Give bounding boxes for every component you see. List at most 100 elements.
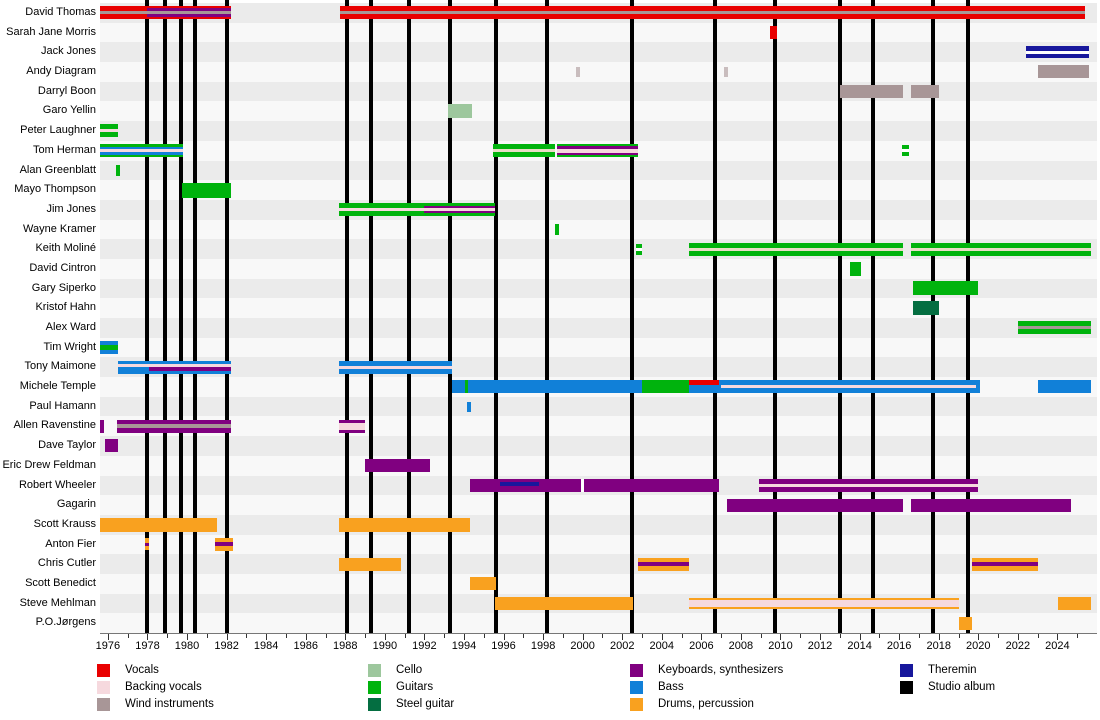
axis-minor-tick — [562, 634, 564, 638]
row-stripe — [100, 160, 1097, 181]
axis-tick-label: 1992 — [412, 640, 437, 652]
axis-tick-label: 1988 — [333, 640, 358, 652]
timeline-bar-stripe — [689, 599, 959, 607]
timeline-bar-stripe — [688, 247, 904, 251]
axis-major-tick — [1057, 634, 1059, 640]
axis-tick-label: 2014 — [847, 640, 872, 652]
timeline-bar-stripe — [758, 483, 979, 487]
row-stripe — [100, 101, 1097, 122]
timeline-bar-stripe — [100, 129, 118, 133]
member-label: Eric Drew Feldman — [2, 458, 96, 471]
axis-tick-label: 2000 — [570, 640, 595, 652]
member-label: Alan Greenblatt — [19, 163, 96, 176]
member-label: Peter Laughner — [20, 124, 96, 137]
legend-swatch-backing — [97, 681, 110, 694]
axis-tick-label: 2022 — [1005, 640, 1031, 652]
axis-tick-label: 1990 — [372, 640, 398, 652]
member-label: Tim Wright — [43, 340, 96, 353]
axis-tick-label: 2010 — [768, 640, 793, 652]
row-stripe — [100, 396, 1097, 417]
timeline-bar-stripe — [117, 363, 231, 367]
legend-swatch-vocals — [97, 664, 110, 677]
member-label: Robert Wheeler — [18, 478, 96, 491]
timeline-bar-stripe — [100, 11, 231, 15]
timeline-bar — [1037, 380, 1092, 394]
row-stripe — [100, 22, 1097, 43]
axis-tick-label: 1984 — [253, 640, 279, 652]
member-label: Kristof Hahn — [35, 301, 96, 314]
studio-album-line — [966, 0, 971, 633]
axis-major-tick — [978, 634, 980, 640]
axis-major-tick — [345, 634, 347, 640]
axis-minor-tick — [365, 634, 367, 638]
timeline-bar — [554, 223, 559, 235]
timeline-bar-stripe — [464, 380, 468, 394]
timeline-bar — [913, 281, 979, 296]
member-label: Tom Herman — [33, 143, 96, 156]
member-label: Anton Fier — [45, 537, 96, 550]
studio-album-line — [772, 0, 777, 633]
plot-area: 1976 1978 1980 1982 1984 1986 1988 1990 1992 1994… — [96, 0, 1097, 652]
axis-minor-tick — [998, 634, 1000, 638]
row-stripe — [100, 180, 1097, 200]
legend-label: Theremin — [928, 664, 977, 676]
legend-item: Cello — [368, 663, 628, 677]
studio-album-line — [163, 0, 168, 633]
legend-label: Keyboards, synthesizers — [658, 664, 784, 676]
axis-major-tick — [740, 634, 742, 640]
legend-item: Bass — [630, 680, 890, 694]
legend-swatch-cello — [368, 664, 381, 677]
member-label: David Cintron — [29, 261, 96, 274]
axis-tick-label: 2004 — [649, 640, 675, 652]
timeline-bar-stripe — [638, 562, 690, 567]
axis-major-tick — [622, 634, 624, 640]
studio-album-line — [630, 0, 635, 633]
row-stripe — [100, 357, 1097, 378]
studio-album-line — [179, 0, 184, 633]
axis-tick-label: 2020 — [966, 640, 991, 652]
member-label: Chris Cutler — [37, 557, 96, 570]
timeline-bar — [115, 164, 120, 176]
timeline-bar-stripe — [1025, 50, 1090, 54]
timeline-bar-stripe — [149, 366, 231, 371]
row-stripe — [100, 455, 1097, 476]
axis-minor-tick — [325, 634, 327, 638]
axis-major-tick — [701, 634, 703, 640]
member-label: Michele Temple — [19, 380, 96, 393]
axis-major-tick — [147, 634, 149, 640]
member-label: Keith Moliné — [35, 242, 96, 255]
timeline-bar — [642, 380, 689, 394]
axis-tick-label: 2002 — [609, 640, 635, 652]
axis-minor-tick — [127, 634, 129, 638]
axis-major-tick — [859, 634, 861, 640]
timeline-bar-stripe — [145, 542, 150, 546]
legend: Vocals Backing vocals Wind instruments Cell… — [0, 663, 1100, 720]
timeline-bar — [911, 85, 939, 99]
member-label: Scott Krauss — [33, 517, 96, 530]
member-label: Dave Taylor — [38, 439, 96, 452]
timeline-bar — [958, 616, 973, 630]
axis-tick-label: 1982 — [214, 640, 239, 652]
axis-minor-tick — [721, 634, 723, 638]
legend-swatch-bass — [630, 681, 643, 694]
row-stripe — [100, 554, 1097, 574]
timeline-bar — [469, 577, 496, 591]
timeline-bar — [839, 85, 904, 99]
axis-minor-tick — [206, 634, 208, 638]
member-label: Steve Mehlman — [19, 596, 96, 609]
timeline-bar — [913, 301, 939, 316]
axis-minor-tick — [918, 634, 920, 638]
legend-label: Backing vocals — [125, 681, 202, 693]
legend-swatch-album — [900, 681, 913, 694]
legend-swatch-guitars — [368, 681, 381, 694]
legend-item: Theremin — [900, 663, 1100, 677]
row-stripe — [100, 298, 1097, 318]
studio-album-line — [192, 0, 197, 633]
axis-major-tick — [187, 634, 189, 640]
axis-major-tick — [226, 634, 228, 640]
axis-tick-label: 1998 — [530, 640, 556, 652]
member-label: Scott Benedict — [25, 576, 96, 589]
legend-label: Steel guitar — [396, 698, 455, 710]
axis-tick-label: 2008 — [728, 640, 754, 652]
